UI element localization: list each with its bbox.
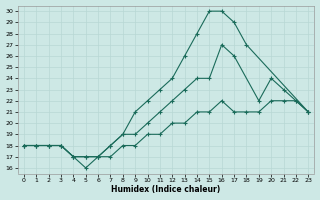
X-axis label: Humidex (Indice chaleur): Humidex (Indice chaleur)	[111, 185, 221, 194]
